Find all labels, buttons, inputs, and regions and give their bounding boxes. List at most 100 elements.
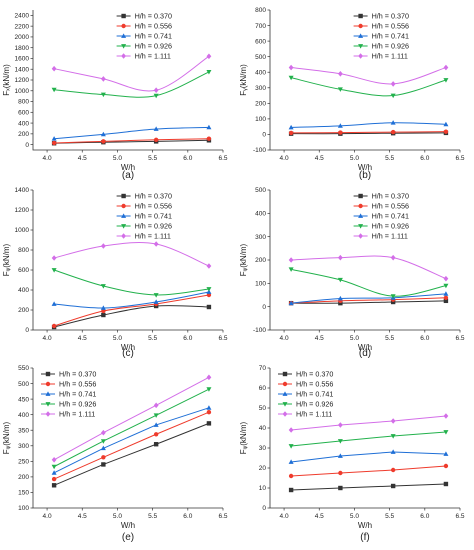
data-point bbox=[390, 434, 396, 439]
data-point bbox=[153, 422, 159, 427]
data-point bbox=[206, 289, 212, 294]
data-point bbox=[101, 462, 106, 467]
y-tick-label: 450 bbox=[18, 396, 29, 403]
legend-marker bbox=[358, 233, 363, 239]
data-point bbox=[101, 139, 106, 144]
chart-panel-d: -100 0 100 200 300 400 500 4.0 4.5 5.0 5.5 6.0 6.5 W/… bbox=[239, 187, 465, 359]
chart-panel-a: 0 200 400 600 800 1000 1200 1400 1600 1800 2000 220… bbox=[2, 10, 228, 181]
y-tick-label: -100 bbox=[253, 147, 266, 154]
y-tick-label: 550 bbox=[18, 365, 29, 372]
data-point bbox=[206, 387, 212, 392]
data-point bbox=[206, 409, 212, 415]
legend-marker bbox=[358, 53, 363, 59]
legend-marker bbox=[358, 213, 364, 218]
x-tick-label: 6.0 bbox=[183, 513, 192, 520]
series-line bbox=[53, 242, 210, 267]
y-tick-label: 200 bbox=[255, 101, 266, 108]
data-point bbox=[51, 87, 57, 93]
data-point bbox=[338, 300, 343, 306]
y-tick-label: 1000 bbox=[15, 227, 30, 234]
legend-label: H/h = 0.370 bbox=[372, 192, 409, 201]
legend-label: H/h = 0.556 bbox=[59, 380, 96, 389]
x-tick-label: 4.0 bbox=[43, 513, 52, 520]
legend-label: H/h = 0.556 bbox=[372, 202, 409, 211]
x-tick-label: 6.5 bbox=[218, 513, 227, 520]
data-point bbox=[337, 123, 343, 128]
legend-marker bbox=[121, 233, 126, 239]
x-tick-label: 4.0 bbox=[280, 155, 289, 162]
data-point bbox=[443, 129, 449, 134]
y-tick-label: 60 bbox=[259, 385, 267, 392]
data-point bbox=[390, 93, 396, 99]
y-tick-label: 200 bbox=[18, 131, 29, 138]
data-point bbox=[390, 467, 396, 473]
y-tick-label: 0 bbox=[262, 132, 266, 139]
data-point bbox=[206, 263, 212, 269]
x-tick-label: 6.5 bbox=[218, 155, 227, 162]
data-point bbox=[337, 422, 343, 428]
data-point bbox=[51, 65, 57, 72]
legend-label: H/h = 0.556 bbox=[372, 22, 409, 31]
x-tick-label: 6.0 bbox=[420, 513, 429, 520]
data-point bbox=[101, 312, 106, 318]
data-point bbox=[51, 140, 57, 146]
data-point bbox=[288, 427, 294, 433]
x-tick-label: 5.5 bbox=[385, 513, 394, 520]
data-point bbox=[390, 299, 396, 305]
legend-label: H/h = 0.556 bbox=[135, 202, 172, 211]
legend-label: H/h = 0.370 bbox=[135, 12, 172, 21]
y-axis-label: Fᵩ(kN/m) bbox=[2, 421, 11, 454]
legend-marker bbox=[358, 23, 363, 29]
legend-marker bbox=[121, 13, 126, 19]
data-point bbox=[100, 305, 106, 310]
legend-label: H/h = 0.741 bbox=[135, 212, 172, 221]
y-tick-label: 2400 bbox=[15, 13, 30, 20]
data-point bbox=[443, 430, 449, 435]
y-tick-label: 1400 bbox=[15, 187, 30, 194]
series-line bbox=[291, 297, 446, 304]
y-tick-label: 70 bbox=[259, 365, 267, 372]
data-point bbox=[153, 87, 159, 94]
legend-marker bbox=[358, 224, 364, 229]
x-tick-label: 6.5 bbox=[455, 335, 464, 342]
data-point bbox=[288, 75, 294, 81]
data-point bbox=[100, 429, 106, 436]
y-tick-label: 40 bbox=[259, 425, 267, 432]
legend-marker bbox=[45, 381, 51, 387]
legend-label: H/h = 0.741 bbox=[296, 390, 333, 399]
panel-label: (f) bbox=[360, 532, 369, 543]
legend-label: H/h = 0.741 bbox=[372, 212, 409, 221]
data-point bbox=[51, 483, 57, 488]
data-point bbox=[51, 255, 57, 261]
series-line bbox=[53, 388, 210, 468]
x-tick-label: 6.5 bbox=[455, 513, 464, 520]
data-point bbox=[206, 136, 212, 141]
y-tick-label: 800 bbox=[18, 247, 29, 254]
x-tick-label: 4.0 bbox=[43, 335, 52, 342]
y-tick-label: 1400 bbox=[15, 66, 30, 73]
series-line bbox=[291, 415, 446, 431]
x-tick-label: 4.5 bbox=[78, 513, 87, 520]
x-tick-label: 4.5 bbox=[315, 513, 324, 520]
y-tick-label: 250 bbox=[18, 459, 29, 466]
data-point bbox=[337, 277, 343, 283]
legend-marker bbox=[121, 53, 126, 59]
y-tick-label: 400 bbox=[18, 120, 29, 127]
data-point bbox=[443, 295, 449, 300]
data-point bbox=[337, 254, 343, 261]
data-point bbox=[443, 451, 449, 456]
x-tick-label: 6.5 bbox=[218, 335, 227, 342]
x-tick-label: 4.0 bbox=[280, 335, 289, 342]
y-tick-label: 300 bbox=[255, 85, 266, 92]
series-line bbox=[291, 122, 446, 128]
series-line bbox=[291, 465, 446, 477]
y-tick-label: 500 bbox=[255, 187, 266, 194]
data-point bbox=[390, 483, 396, 489]
data-point bbox=[153, 293, 159, 298]
x-axis-label: W/h bbox=[358, 163, 372, 172]
data-point bbox=[100, 131, 106, 137]
data-point bbox=[443, 463, 449, 469]
x-tick-label: 5.5 bbox=[385, 155, 394, 162]
data-point bbox=[100, 284, 106, 289]
